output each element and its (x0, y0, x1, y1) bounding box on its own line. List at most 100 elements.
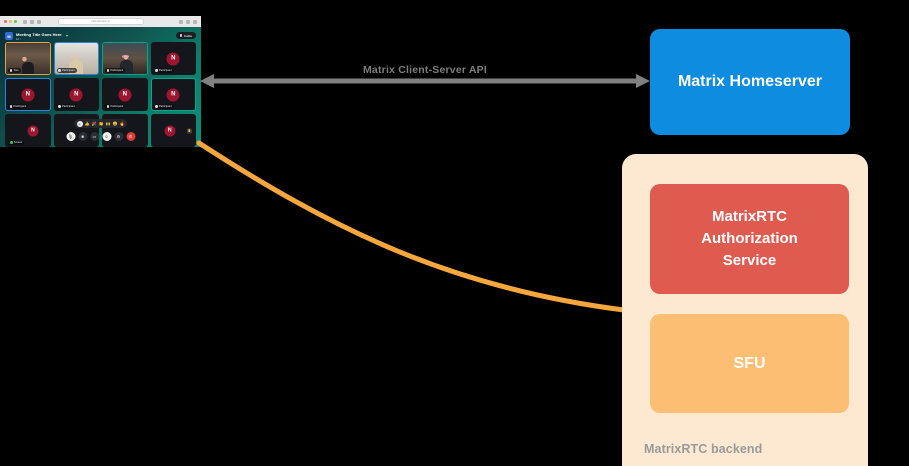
reaction-emoji[interactable]: 🔥 (119, 120, 125, 126)
reaction-emoji[interactable]: 🎉 (91, 120, 97, 126)
chevron-down-icon[interactable] (65, 35, 68, 37)
invite-button-label: Invite (184, 33, 192, 38)
auth-label-line-2: Authorization (701, 230, 798, 248)
matrixrtc-connection-curve (196, 140, 627, 313)
participant-tile[interactable]: Participant (53, 42, 99, 75)
call-control-bar: 🎙 ■ ▭ ☺ ⚙ ✆ (66, 132, 135, 141)
participant-tile[interactable]: N Participant (53, 78, 99, 111)
camera-button[interactable]: ■ (78, 132, 87, 141)
video-call-app: M Meeting Title Goes Here 12 ↑ Invite (0, 27, 201, 147)
participant-name: Participant (159, 104, 172, 108)
screenshare-label: Screen (14, 141, 23, 144)
microphone-button[interactable]: 🎙 (66, 132, 75, 141)
participant-tile[interactable]: N Participant (150, 42, 196, 75)
participant-name-badge: Participant (153, 104, 174, 109)
settings-button[interactable]: ⚙ (114, 132, 123, 141)
participant-name: Participant (110, 104, 124, 108)
microphone-icon (106, 68, 109, 72)
minimize-window-icon[interactable] (9, 20, 12, 23)
room-avatar: M (5, 32, 13, 40)
browser-toolbar-right (179, 19, 197, 24)
microphone-icon (58, 104, 61, 108)
avatar: N (164, 125, 176, 136)
participant-tile[interactable]: Tom (5, 42, 51, 75)
tabs-overview-icon[interactable] (193, 19, 197, 24)
reaction-toggle-icon[interactable]: ☺ (76, 120, 83, 127)
forward-arrow-icon[interactable] (37, 19, 41, 24)
reaction-emoji[interactable]: 👏 (98, 120, 104, 126)
sfu-label: SFU (733, 354, 766, 372)
browser-chrome: call.element.io (0, 16, 201, 27)
participant-tile[interactable]: Participant (102, 42, 148, 75)
room-title: Meeting Title Goes Here (16, 31, 62, 37)
avatar: N (166, 88, 180, 101)
matrixrtc-backend-panel-label: MatrixRTC backend (644, 442, 763, 456)
browser-nav-icons (23, 19, 41, 24)
hangup-button[interactable]: ✆ (126, 132, 135, 141)
room-subtitle: 12 ↑ (16, 36, 22, 41)
reaction-picker[interactable]: ☺ 👍 🎉 👏 🙌 😀 🔥 (73, 119, 128, 128)
participant-name-badge: Participant (153, 68, 174, 73)
microphone-icon (106, 104, 109, 108)
participant-name-badge: Participant (105, 104, 126, 109)
microphone-icon (155, 104, 158, 108)
participant-name: Participant (13, 104, 27, 108)
arrowhead-right-icon (636, 74, 650, 88)
invite-button[interactable]: Invite (175, 32, 196, 39)
participant-name-badge: Participant (56, 104, 77, 109)
participant-name-badge: Tom (8, 68, 21, 73)
browser-window-screenshot: call.element.io M Meeting Title Goes Her… (0, 16, 201, 147)
reaction-emoji[interactable]: 😀 (112, 120, 118, 126)
sidebar-toggle-icon[interactable] (23, 19, 27, 24)
screenshare-tile[interactable]: N Screen (5, 114, 51, 147)
invite-icon (179, 34, 183, 37)
avatar: N (21, 88, 35, 101)
sfu-box[interactable]: SFU (650, 314, 849, 413)
participant-name: Participant (62, 68, 75, 72)
participant-name: Participant (110, 68, 124, 72)
participant-name: Tom (13, 68, 19, 72)
screenshare-badge: Screen (8, 140, 25, 145)
participant-tile[interactable]: N ✋ (150, 114, 196, 147)
address-bar-url: call.element.io (91, 20, 110, 23)
microphone-icon (155, 68, 158, 72)
participant-name-badge: Participant (56, 68, 77, 73)
matrixrtc-authorization-service-box[interactable]: MatrixRTC Authorization Service (650, 184, 849, 294)
back-arrow-icon[interactable] (30, 19, 34, 24)
participant-name-badge: Participant (8, 104, 29, 109)
screenshare-button[interactable]: ▭ (90, 132, 99, 141)
matrix-homeserver-label: Matrix Homeserver (677, 73, 823, 90)
participant-tile[interactable]: N Participant (5, 78, 51, 111)
microphone-icon (9, 68, 12, 72)
participant-tile[interactable]: N Participant (150, 78, 196, 111)
participant-grid: Tom Participant Participant (3, 42, 198, 147)
screenshare-icon (10, 141, 13, 144)
new-tab-icon[interactable] (186, 19, 190, 24)
participant-name: Participant (159, 68, 172, 72)
client-server-api-label: Matrix Client-Server API (362, 64, 488, 76)
maximize-window-icon[interactable] (14, 20, 17, 23)
matrix-homeserver-box[interactable]: Matrix Homeserver (650, 29, 850, 135)
auth-label-line-1: MatrixRTC (711, 208, 787, 226)
share-icon[interactable] (179, 19, 183, 24)
matrixrtc-backend-panel: MatrixRTC Authorization Service SFU Matr… (622, 154, 868, 466)
avatar: N (69, 88, 83, 101)
close-window-icon[interactable] (4, 20, 7, 23)
participant-tile[interactable]: N Participant (102, 78, 148, 111)
reaction-emoji[interactable]: 🙌 (105, 120, 111, 126)
participant-name: Participant (62, 104, 75, 108)
room-meta: Meeting Title Goes Here 12 ↑ (16, 32, 62, 41)
reaction-button[interactable]: ☺ (102, 132, 111, 141)
matrixrtc-authorization-service-label: MatrixRTC Authorization Service (701, 206, 798, 271)
avatar: N (27, 125, 39, 136)
microphone-icon (58, 68, 61, 72)
avatar: N (118, 88, 132, 101)
participant-name-badge: Participant (105, 68, 126, 73)
arrowhead-left-icon (200, 74, 214, 88)
reaction-emoji[interactable]: 👍 (84, 120, 90, 126)
auth-label-line-3: Service (722, 251, 777, 269)
microphone-icon (9, 104, 12, 108)
address-bar[interactable]: call.element.io (57, 18, 144, 25)
